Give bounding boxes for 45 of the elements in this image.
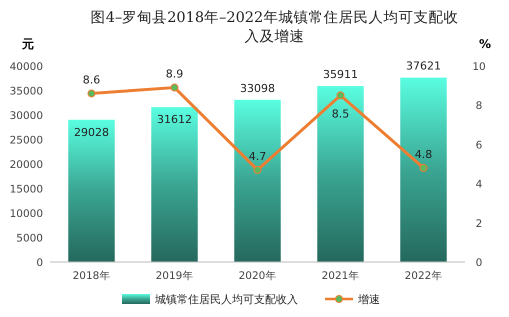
data-label: 8.6 (82, 73, 100, 86)
bar (400, 78, 447, 262)
point (336, 91, 344, 100)
bar (151, 107, 198, 262)
x-tick-label: 2018年 (72, 270, 110, 282)
y-tick-label: 0 (36, 257, 43, 269)
data-label: 29028 (74, 126, 109, 139)
x-tick-label: 2021年 (322, 270, 360, 282)
data-label: 37621 (406, 60, 441, 73)
bar (68, 120, 115, 262)
y2-tick-label: 6 (476, 139, 483, 152)
data-label: 4.7 (248, 150, 266, 163)
point (170, 84, 178, 92)
data-label: 31612 (157, 113, 192, 126)
y-tick-label: 15000 (10, 184, 43, 196)
data-label: 8.9 (166, 68, 184, 81)
y2-tick-label: 10 (472, 61, 486, 73)
x-tick-label: 2020年 (238, 270, 276, 282)
legend-label: 城镇常住居民人均可支配收入 (154, 293, 298, 306)
point (254, 166, 262, 174)
y2-tick-label: 4 (476, 178, 483, 191)
y2-axis-title: % (478, 37, 492, 51)
y-axis-title: 元 (21, 37, 34, 51)
y2-tick-label: 2 (476, 218, 482, 230)
data-label: 4.8 (414, 148, 432, 161)
y-tick-label: 20000 (10, 159, 43, 171)
y-tick-label: 35000 (10, 86, 43, 98)
chart-title: 图4–罗甸县2018年–2022年城镇常住居民人均可支配收入及增速 (90, 9, 458, 45)
y-tick-label: 5000 (16, 232, 43, 244)
y-tick-label: 40000 (10, 61, 43, 73)
point (88, 89, 96, 98)
y-tick-label: 10000 (10, 208, 43, 220)
x-tick-label: 2019年 (156, 270, 194, 282)
point (420, 164, 428, 172)
bar (317, 86, 364, 262)
data-label: 35911 (323, 68, 358, 82)
y-tick-label: 30000 (10, 110, 43, 122)
y2-tick-label: 8 (476, 100, 482, 112)
y2-tick-label: 0 (476, 257, 482, 269)
data-label: 33098 (240, 82, 275, 95)
x-tick-label: 2022年 (404, 270, 442, 282)
legend-label: 增速 (357, 293, 380, 306)
bar (234, 100, 281, 262)
data-label: 8.5 (332, 107, 350, 120)
y-tick-label: 25000 (10, 134, 43, 146)
